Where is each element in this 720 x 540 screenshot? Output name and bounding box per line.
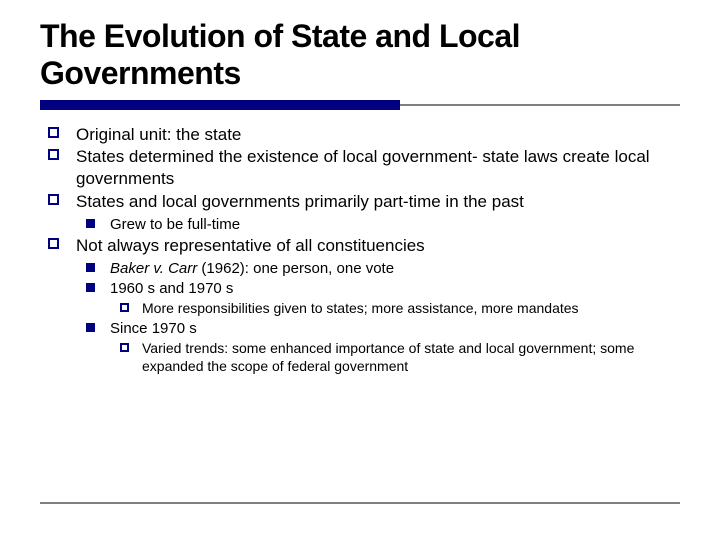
list-item: Original unit: the state <box>46 124 680 146</box>
bullet-text: (1962): one person, one vote <box>197 260 394 277</box>
list-item: States and local governments primarily p… <box>46 191 680 234</box>
list-item: Since 1970 s Varied trends: some enhance… <box>84 319 680 376</box>
list-item: More responsibilities given to states; m… <box>118 300 680 318</box>
title-rule <box>40 100 680 110</box>
bullet-text: Original unit: the state <box>76 125 241 144</box>
list-item: Baker v. Carr (1962): one person, one vo… <box>84 259 680 278</box>
list-item: Grew to be full-time <box>84 215 680 234</box>
list-item: 1960 s and 1970 s More responsibilities … <box>84 279 680 318</box>
bullet-text: States determined the existence of local… <box>76 147 650 188</box>
list-item: Varied trends: some enhanced importance … <box>118 340 680 376</box>
bullet-list-lvl1: Original unit: the state States determin… <box>40 124 680 376</box>
bullet-text: Grew to be full-time <box>110 216 240 233</box>
bullet-list-lvl2: Baker v. Carr (1962): one person, one vo… <box>76 259 680 376</box>
slide-title: The Evolution of State and Local Governm… <box>40 18 680 92</box>
bullet-text-italic: Baker v. Carr <box>110 260 197 277</box>
content-area: Original unit: the state States determin… <box>40 124 680 376</box>
bullet-text: Varied trends: some enhanced importance … <box>142 340 634 374</box>
bullet-list-lvl3: Varied trends: some enhanced importance … <box>110 340 680 376</box>
bullet-list-lvl3: More responsibilities given to states; m… <box>110 300 680 318</box>
bullet-text: More responsibilities given to states; m… <box>142 300 579 316</box>
bullet-text: 1960 s and 1970 s <box>110 280 233 297</box>
bullet-text: Since 1970 s <box>110 320 197 337</box>
list-item: Not always representative of all constit… <box>46 235 680 376</box>
bullet-text: States and local governments primarily p… <box>76 192 524 211</box>
bullet-list-lvl2: Grew to be full-time <box>76 215 680 234</box>
bullet-text: Not always representative of all constit… <box>76 236 425 255</box>
rule-thick <box>40 100 400 110</box>
slide: The Evolution of State and Local Governm… <box>0 0 720 540</box>
footer-rule <box>40 502 680 504</box>
list-item: States determined the existence of local… <box>46 146 680 190</box>
rule-thin <box>400 104 680 106</box>
